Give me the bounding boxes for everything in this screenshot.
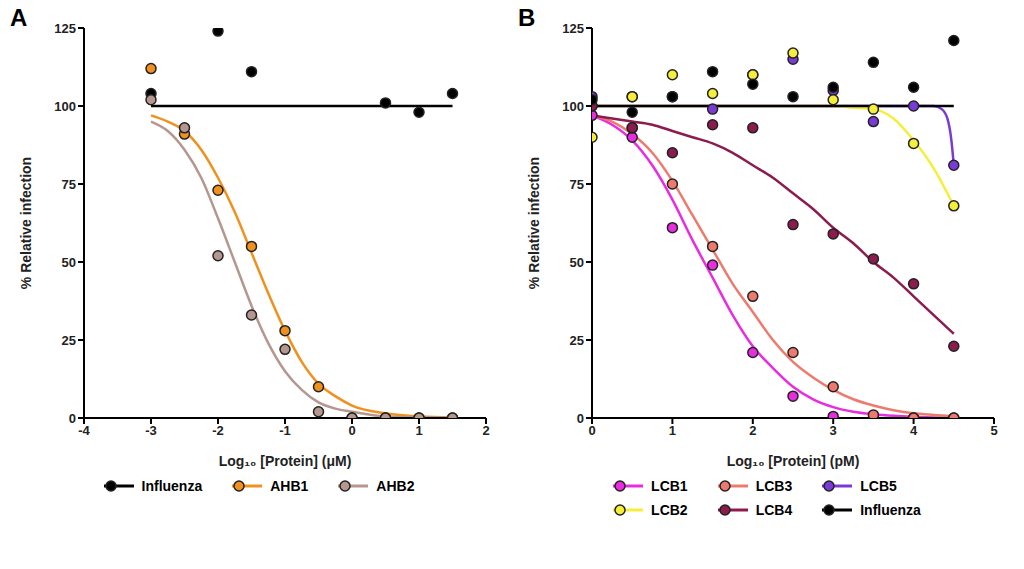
svg-text:5: 5 (990, 423, 997, 438)
html-text:LCB3: LCB3 (755, 478, 793, 494)
svg-text:-2: -2 (212, 423, 224, 438)
svg-text:1: 1 (415, 423, 422, 438)
svg-text:75: 75 (570, 177, 584, 192)
html-text:LCB2: LCB2 (651, 502, 688, 518)
svg-text:% Relative infection: % Relative infection (18, 157, 34, 289)
svg-text:25: 25 (62, 333, 76, 348)
svg-text:125: 125 (562, 21, 584, 36)
svg-text:0: 0 (348, 423, 355, 438)
svg-text:50: 50 (62, 255, 76, 270)
svg-text:-4: -4 (78, 423, 90, 438)
svg-text:2: 2 (482, 423, 489, 438)
svg-text:% Relative infection: % Relative infection (526, 157, 542, 289)
svg-text:0: 0 (588, 423, 595, 438)
svg-text:Log₁₀ [Protein] (pM): Log₁₀ [Protein] (pM) (727, 453, 860, 469)
svg-text:0: 0 (577, 411, 584, 426)
html-text:Influenza: Influenza (141, 478, 203, 494)
svg-text:125: 125 (54, 21, 76, 36)
svg-text:-1: -1 (279, 423, 291, 438)
svg-text:100: 100 (54, 99, 76, 114)
html-text:LCB1: LCB1 (651, 478, 688, 494)
html-text:AHB1: AHB1 (270, 478, 309, 494)
svg-text:4: 4 (910, 423, 918, 438)
html-text:LCB4: LCB4 (755, 502, 793, 518)
svg-text:25: 25 (570, 333, 584, 348)
svg-text:1: 1 (669, 423, 676, 438)
svg-text:100: 100 (562, 99, 584, 114)
svg-text:75: 75 (62, 177, 76, 192)
svg-text:0: 0 (69, 411, 76, 426)
svg-text:2: 2 (749, 423, 756, 438)
html-text:LCB5: LCB5 (860, 478, 897, 494)
svg-text:-3: -3 (145, 423, 157, 438)
svg-text:Log₁₀ [Protein] (μM): Log₁₀ [Protein] (μM) (219, 453, 352, 469)
svg-text:50: 50 (570, 255, 584, 270)
svg-text:3: 3 (830, 423, 837, 438)
html-text:Influenza: Influenza (860, 502, 921, 518)
html-text:AHB2: AHB2 (376, 478, 415, 494)
